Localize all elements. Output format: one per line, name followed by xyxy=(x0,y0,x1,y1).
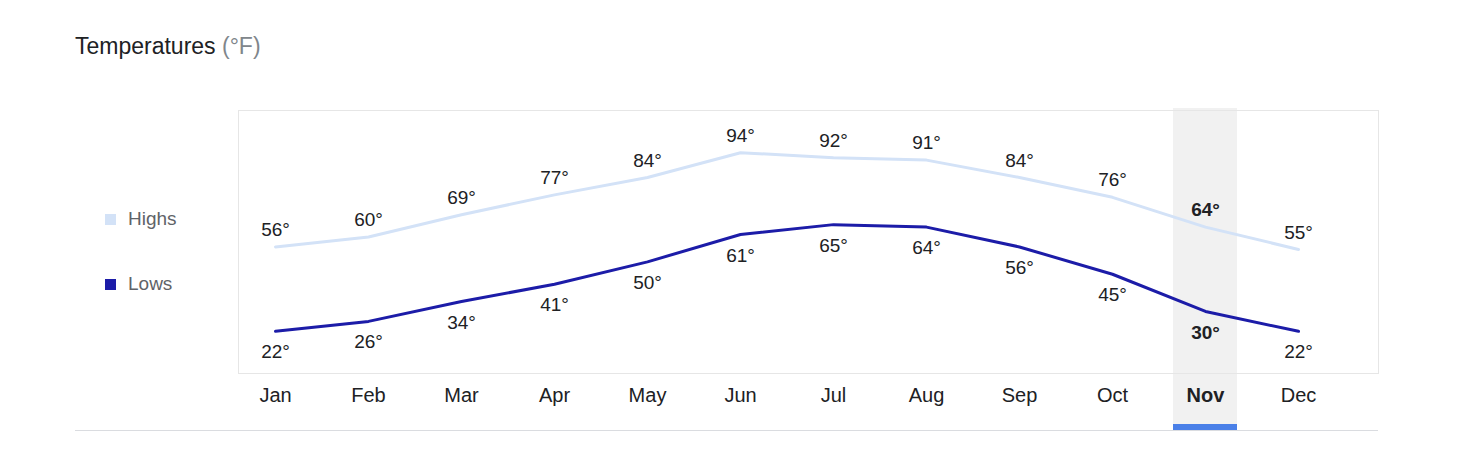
svg-text:76°: 76° xyxy=(1098,169,1127,190)
svg-text:55°: 55° xyxy=(1284,222,1313,243)
svg-text:91°: 91° xyxy=(912,132,941,153)
svg-text:41°: 41° xyxy=(540,294,569,315)
html-text:Highs: Highs xyxy=(128,208,177,229)
svg-text:Jul: Jul xyxy=(821,384,847,406)
svg-text:22°: 22° xyxy=(261,341,290,362)
svg-text:Nov: Nov xyxy=(1187,384,1226,406)
svg-text:Sep: Sep xyxy=(1002,384,1038,406)
svg-text:Feb: Feb xyxy=(351,384,385,406)
svg-text:Oct: Oct xyxy=(1097,384,1129,406)
svg-text:84°: 84° xyxy=(633,150,662,171)
svg-text:Dec: Dec xyxy=(1281,384,1317,406)
svg-text:56°: 56° xyxy=(261,219,290,240)
html-text:Temperatures (°F): Temperatures (°F) xyxy=(75,33,261,59)
svg-text:Jan: Jan xyxy=(259,384,291,406)
svg-text:30°: 30° xyxy=(1191,322,1220,343)
svg-text:61°: 61° xyxy=(726,245,755,266)
svg-text:22°: 22° xyxy=(1284,341,1313,362)
svg-text:69°: 69° xyxy=(447,187,476,208)
svg-text:Jun: Jun xyxy=(724,384,756,406)
svg-text:May: May xyxy=(629,384,667,406)
svg-text:94°: 94° xyxy=(726,125,755,146)
svg-text:56°: 56° xyxy=(1005,257,1034,278)
svg-text:92°: 92° xyxy=(819,130,848,151)
svg-text:64°: 64° xyxy=(1191,199,1220,220)
svg-text:Aug: Aug xyxy=(909,384,945,406)
svg-text:50°: 50° xyxy=(633,272,662,293)
svg-text:34°: 34° xyxy=(447,312,476,333)
svg-text:Apr: Apr xyxy=(539,384,570,406)
svg-text:45°: 45° xyxy=(1098,284,1127,305)
svg-text:64°: 64° xyxy=(912,237,941,258)
html-text:Lows: Lows xyxy=(128,273,173,294)
svg-text:26°: 26° xyxy=(354,331,383,352)
svg-text:65°: 65° xyxy=(819,235,848,256)
svg-text:60°: 60° xyxy=(354,209,383,230)
svg-text:77°: 77° xyxy=(540,167,569,188)
svg-text:84°: 84° xyxy=(1005,150,1034,171)
svg-text:Mar: Mar xyxy=(444,384,479,406)
